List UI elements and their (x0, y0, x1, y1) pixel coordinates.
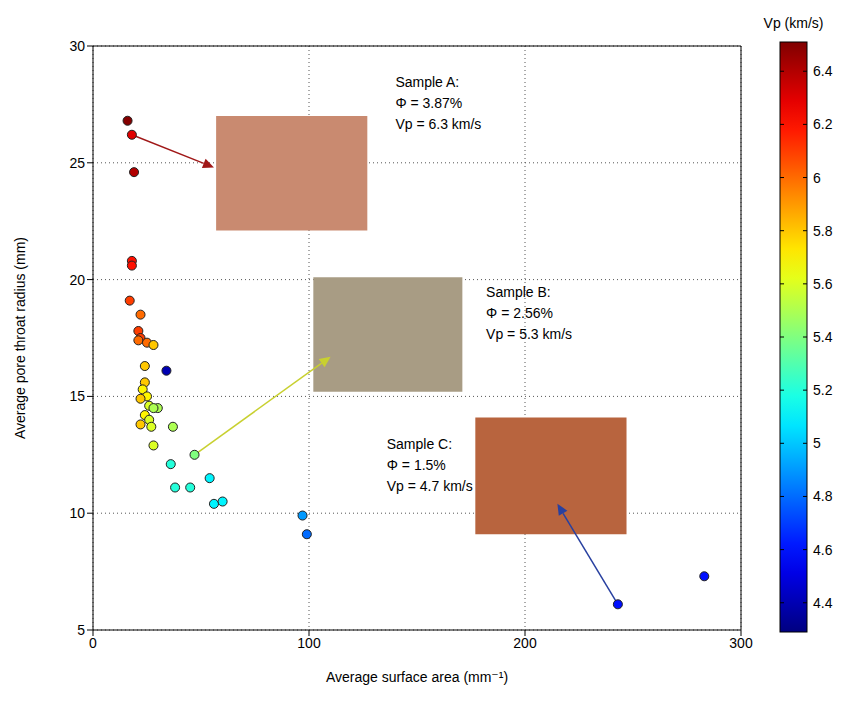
svg-text:5.8: 5.8 (813, 223, 833, 239)
svg-text:5: 5 (77, 622, 85, 638)
svg-text:4.6: 4.6 (813, 542, 833, 558)
svg-text:5.6: 5.6 (813, 276, 833, 292)
svg-text:6.4: 6.4 (813, 63, 833, 79)
svg-text:6.2: 6.2 (813, 116, 833, 132)
svg-text:Vp (km/s): Vp (km/s) (764, 15, 824, 31)
svg-text:30: 30 (69, 38, 85, 54)
svg-text:6: 6 (813, 170, 821, 186)
svg-text:Average surface area (mm⁻¹): Average surface area (mm⁻¹) (326, 669, 508, 685)
svg-text:25: 25 (69, 155, 85, 171)
svg-text:300: 300 (729, 635, 753, 651)
svg-text:200: 200 (513, 635, 537, 651)
svg-text:Average pore throat radius (mm: Average pore throat radius (mm) (12, 237, 28, 439)
svg-text:15: 15 (69, 388, 85, 404)
svg-text:20: 20 (69, 272, 85, 288)
svg-text:4.4: 4.4 (813, 595, 833, 611)
svg-text:Sample A:Φ = 3.87%Vp = 6.3 km/: Sample A:Φ = 3.87%Vp = 6.3 km/s (395, 74, 481, 132)
svg-text:Sample B:Φ = 2.56%Vp = 5.3 km/: Sample B:Φ = 2.56%Vp = 5.3 km/s (486, 284, 572, 342)
svg-text:Sample C:Φ = 1.5%Vp = 4.7 km/s: Sample C:Φ = 1.5%Vp = 4.7 km/s (387, 436, 473, 494)
svg-text:5: 5 (813, 435, 821, 451)
svg-text:4.8: 4.8 (813, 488, 833, 504)
svg-text:100: 100 (297, 635, 321, 651)
svg-text:0: 0 (89, 635, 97, 651)
svg-text:10: 10 (69, 505, 85, 521)
svg-text:5.2: 5.2 (813, 382, 833, 398)
svg-text:5.4: 5.4 (813, 329, 833, 345)
